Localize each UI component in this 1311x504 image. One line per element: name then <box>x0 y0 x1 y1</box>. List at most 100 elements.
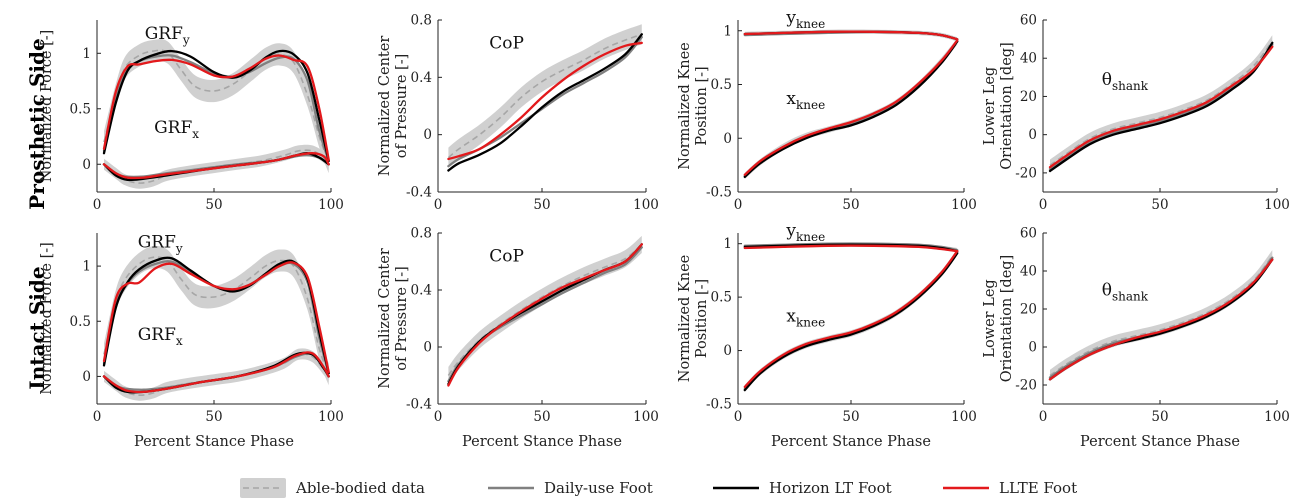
y-tick-label: 0.8 <box>411 226 432 242</box>
band-mean-line-1 <box>744 40 958 177</box>
series-line-llte-foot-0 <box>743 244 959 253</box>
y-tick-label: 1 <box>82 259 91 275</box>
series-line-llte-foot-0 <box>447 243 643 387</box>
series-line-llte-foot-0 <box>743 30 959 41</box>
y-tick-label: 20 <box>1020 302 1037 318</box>
band-mean-line-0 <box>447 243 643 376</box>
band-mean-line-0 <box>447 33 643 159</box>
y-tick-label: -0.4 <box>406 397 432 413</box>
series-line-horizon-lt-foot-0 <box>447 33 643 172</box>
y-tick-label: 60 <box>1020 226 1037 242</box>
series-line-llte-foot-0 <box>102 54 330 161</box>
y-axis-label: Lower LegOrientation [deg] <box>982 42 1015 169</box>
y-axis-label: Normalized Force [-] <box>39 30 55 183</box>
series-line-llte-foot-0 <box>1048 45 1274 169</box>
x-tick-label: 50 <box>205 409 222 425</box>
x-tick-label: 50 <box>205 197 222 213</box>
series-line-daily-use-foot-0 <box>1048 43 1274 171</box>
x-tick-label: 100 <box>318 197 344 213</box>
series-line-daily-use-foot-1 <box>102 154 330 179</box>
y-tick-label: 0.5 <box>70 314 91 330</box>
y-tick-label: 0 <box>723 131 732 147</box>
band-mean-line-0 <box>1049 40 1273 166</box>
annotation-label: xknee <box>786 89 825 112</box>
y-tick-label: 20 <box>1020 89 1037 105</box>
x-axis-label: Percent Stance Phase <box>771 434 931 450</box>
series-line-horizon-lt-foot-1 <box>743 252 959 392</box>
x-tick-label: 0 <box>734 197 743 213</box>
y-tick-label: -20 <box>1015 165 1037 181</box>
x-tick-label: 0 <box>93 409 102 425</box>
band-area-1 <box>744 249 958 392</box>
annotation-label: CoP <box>489 247 524 267</box>
y-tick-label: -0.5 <box>706 185 732 201</box>
row-label-intact: Intact Side <box>25 266 49 389</box>
x-tick-label: 100 <box>633 409 659 425</box>
y-tick-label: -0.4 <box>406 185 432 201</box>
series-line-llte-foot-1 <box>102 152 330 180</box>
y-axis-label: Normalized KneePosition [-] <box>677 42 710 169</box>
chart-i-grf: 0 50 100 0 0.5 1 Normalized Force [-] Percent S… <box>39 232 344 450</box>
series-line-horizon-lt-foot-0 <box>1048 258 1274 381</box>
y-tick-label: 0.4 <box>411 283 432 299</box>
band-mean-line-1 <box>744 251 958 389</box>
series-line-llte-foot-1 <box>102 351 330 394</box>
series-line-llte-foot-1 <box>743 39 959 176</box>
y-tick-label: 0 <box>423 340 432 356</box>
legend: Able-bodied data Daily-use Foot Horizon LT… <box>240 478 1077 498</box>
legend-label: Horizon LT Foot <box>769 479 892 497</box>
legend-label: LLTE Foot <box>999 479 1077 497</box>
legend-label: Able-bodied data <box>295 479 425 497</box>
y-axis-label: Normalized Centerof Pressure [-] <box>377 248 410 389</box>
annotation-label: GRFy <box>145 24 190 47</box>
band-mean-line-1 <box>103 149 330 184</box>
x-tick-label: 50 <box>533 409 550 425</box>
legend-item-horizon-lt-foot: Horizon LT Foot <box>713 479 892 497</box>
band-area-0 <box>1050 250 1273 382</box>
y-tick-label: -20 <box>1015 378 1037 394</box>
x-tick-label: 50 <box>533 197 550 213</box>
y-tick-label: 0 <box>82 369 91 385</box>
x-tick-label: 100 <box>951 197 977 213</box>
x-tick-label: 50 <box>1151 197 1168 213</box>
band-area-0 <box>1050 35 1273 171</box>
annotation-label: yknee <box>785 221 825 244</box>
band-mean-line-0 <box>1049 255 1273 377</box>
series-line-daily-use-foot-1 <box>743 40 959 178</box>
x-tick-label: 0 <box>434 409 443 425</box>
band-area-0 <box>104 245 329 386</box>
chart-p-grf: 0 50 100 0 0.5 1 Normalized Force [-] GRFy GRFx <box>39 20 344 213</box>
y-tick-label: 1 <box>723 236 732 252</box>
series-line-horizon-lt-foot-0 <box>1048 41 1274 173</box>
x-tick-label: 50 <box>842 409 859 425</box>
series-line-llte-foot-1 <box>743 250 959 389</box>
y-tick-label: 0.5 <box>711 290 732 306</box>
legend-item-daily-use-foot: Daily-use Foot <box>488 479 653 497</box>
y-tick-label: 0.5 <box>70 101 91 117</box>
annotation-label: GRFx <box>138 325 183 348</box>
x-tick-label: 0 <box>434 197 443 213</box>
series-line-daily-use-foot-1 <box>743 251 959 391</box>
y-axis-label: Lower LegOrientation [deg] <box>982 255 1015 382</box>
series-line-llte-foot-0 <box>447 41 643 161</box>
y-tick-label: 1 <box>723 23 732 39</box>
y-tick-label: 0 <box>423 127 432 143</box>
annotation-label: CoP <box>489 34 524 54</box>
x-tick-label: 100 <box>1264 197 1290 213</box>
x-tick-label: 50 <box>1151 409 1168 425</box>
x-axis-label: Percent Stance Phase <box>1080 434 1240 450</box>
y-tick-label: 0.4 <box>411 70 432 86</box>
series-line-llte-foot-0 <box>1048 258 1274 381</box>
annotation-label: GRFx <box>154 118 199 141</box>
y-tick-label: 0 <box>82 157 91 173</box>
annotation-label: θshank <box>1102 281 1149 304</box>
x-axis-label: Percent Stance Phase <box>462 434 622 450</box>
y-tick-label: -0.5 <box>706 397 732 413</box>
x-axis-label: Percent Stance Phase <box>134 434 294 450</box>
y-tick-label: 60 <box>1020 13 1037 29</box>
